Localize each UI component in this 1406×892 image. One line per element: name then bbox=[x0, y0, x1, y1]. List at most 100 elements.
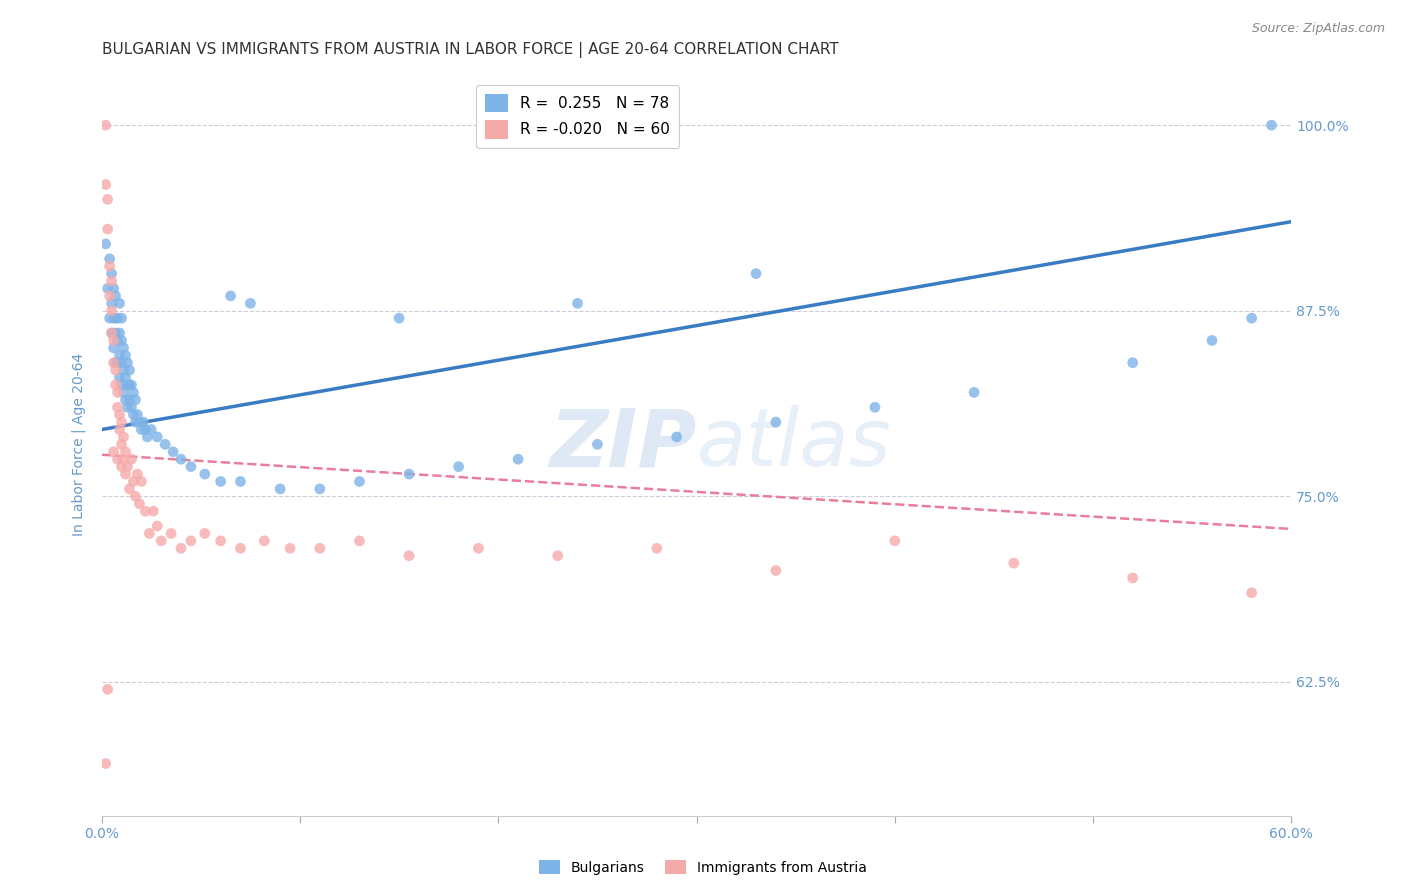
Point bbox=[153, 437, 176, 451]
Point bbox=[349, 533, 371, 548]
Point bbox=[349, 475, 371, 489]
Point bbox=[124, 489, 146, 503]
Point bbox=[100, 326, 122, 340]
Point bbox=[134, 423, 156, 437]
Point bbox=[120, 401, 142, 415]
Point bbox=[1201, 334, 1223, 348]
Point bbox=[104, 326, 127, 340]
Point bbox=[114, 392, 136, 407]
Point bbox=[110, 311, 132, 326]
Point bbox=[110, 437, 132, 451]
Point bbox=[398, 549, 420, 563]
Point bbox=[131, 423, 153, 437]
Point bbox=[745, 267, 768, 281]
Point bbox=[114, 444, 136, 458]
Point bbox=[170, 541, 193, 556]
Point bbox=[112, 452, 135, 467]
Point bbox=[1260, 118, 1282, 132]
Point bbox=[98, 311, 121, 326]
Point bbox=[765, 564, 787, 578]
Point bbox=[114, 467, 136, 481]
Point bbox=[883, 533, 905, 548]
Text: Source: ZipAtlas.com: Source: ZipAtlas.com bbox=[1251, 22, 1385, 36]
Point bbox=[120, 452, 142, 467]
Point bbox=[162, 444, 184, 458]
Point bbox=[863, 401, 886, 415]
Point bbox=[269, 482, 291, 496]
Point bbox=[128, 415, 150, 429]
Point bbox=[506, 452, 529, 467]
Point bbox=[131, 475, 153, 489]
Point bbox=[253, 533, 276, 548]
Point bbox=[112, 363, 135, 377]
Point bbox=[124, 392, 146, 407]
Point bbox=[308, 541, 330, 556]
Point bbox=[100, 296, 122, 310]
Point bbox=[110, 356, 132, 370]
Point bbox=[107, 334, 129, 348]
Point bbox=[100, 267, 122, 281]
Point bbox=[108, 348, 131, 362]
Point bbox=[94, 236, 117, 251]
Point bbox=[97, 193, 120, 207]
Point bbox=[107, 311, 129, 326]
Point bbox=[645, 541, 668, 556]
Point bbox=[103, 444, 125, 458]
Point bbox=[665, 430, 688, 444]
Point bbox=[118, 378, 141, 392]
Point bbox=[108, 370, 131, 384]
Point bbox=[100, 303, 122, 318]
Point bbox=[122, 408, 145, 422]
Point bbox=[107, 452, 129, 467]
Point bbox=[103, 356, 125, 370]
Point bbox=[97, 682, 120, 697]
Point bbox=[160, 526, 183, 541]
Point bbox=[112, 341, 135, 355]
Point bbox=[112, 385, 135, 400]
Point bbox=[94, 118, 117, 132]
Point bbox=[120, 378, 142, 392]
Point bbox=[98, 252, 121, 266]
Point bbox=[97, 281, 120, 295]
Point bbox=[103, 341, 125, 355]
Point bbox=[114, 348, 136, 362]
Point bbox=[100, 326, 122, 340]
Point bbox=[122, 475, 145, 489]
Point bbox=[104, 378, 127, 392]
Point bbox=[104, 311, 127, 326]
Point bbox=[98, 289, 121, 303]
Point bbox=[104, 356, 127, 370]
Point bbox=[1122, 571, 1144, 585]
Point bbox=[447, 459, 470, 474]
Point bbox=[134, 504, 156, 518]
Point bbox=[118, 363, 141, 377]
Point bbox=[97, 222, 120, 236]
Point bbox=[104, 363, 127, 377]
Point bbox=[194, 467, 217, 481]
Point bbox=[398, 467, 420, 481]
Point bbox=[110, 459, 132, 474]
Legend: Bulgarians, Immigrants from Austria: Bulgarians, Immigrants from Austria bbox=[533, 855, 873, 880]
Point bbox=[963, 385, 986, 400]
Point bbox=[586, 437, 609, 451]
Point bbox=[150, 533, 173, 548]
Point bbox=[1002, 556, 1025, 570]
Point bbox=[107, 401, 129, 415]
Point bbox=[138, 526, 160, 541]
Point bbox=[388, 311, 411, 326]
Legend: R =  0.255   N = 78, R = -0.020   N = 60: R = 0.255 N = 78, R = -0.020 N = 60 bbox=[475, 85, 679, 148]
Point bbox=[108, 296, 131, 310]
Point bbox=[547, 549, 569, 563]
Point bbox=[112, 430, 135, 444]
Point bbox=[229, 541, 252, 556]
Point bbox=[180, 459, 202, 474]
Y-axis label: In Labor Force | Age 20-64: In Labor Force | Age 20-64 bbox=[72, 352, 86, 536]
Point bbox=[114, 370, 136, 384]
Point bbox=[467, 541, 489, 556]
Point bbox=[107, 385, 129, 400]
Point bbox=[127, 408, 149, 422]
Point bbox=[1240, 586, 1263, 600]
Point bbox=[136, 430, 159, 444]
Point bbox=[194, 526, 217, 541]
Point bbox=[765, 415, 787, 429]
